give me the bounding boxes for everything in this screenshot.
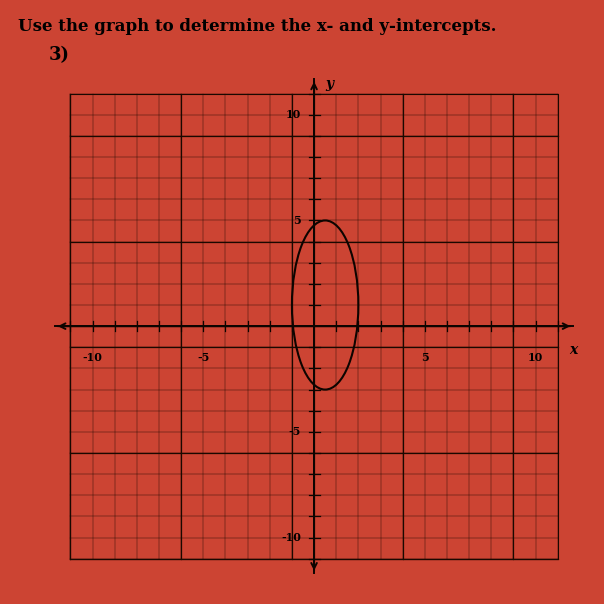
Text: y: y [325,77,333,91]
Text: -5: -5 [197,352,210,362]
Text: 5: 5 [293,215,301,226]
Text: x: x [570,343,577,357]
Text: 5: 5 [421,352,429,362]
Text: -10: -10 [83,352,103,362]
Text: -5: -5 [289,426,301,437]
Text: -10: -10 [281,532,301,543]
Text: 3): 3) [48,47,69,65]
Text: 10: 10 [286,109,301,120]
Text: Use the graph to determine the x- and y-intercepts.: Use the graph to determine the x- and y-… [18,18,496,35]
Text: 10: 10 [528,352,543,362]
